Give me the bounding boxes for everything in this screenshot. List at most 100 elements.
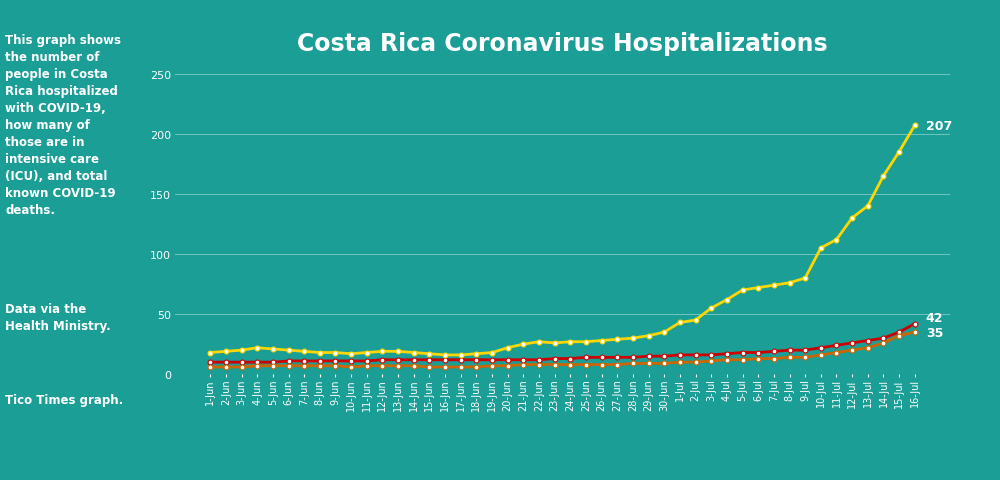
Total Deaths [596,355,608,360]
Currently hospitalized [768,283,780,288]
Total Deaths [768,348,780,354]
Curently in ICU [721,357,733,363]
Curently in ICU [674,360,686,365]
Currently hospitalized [220,348,232,354]
Currently hospitalized [486,350,498,356]
Curently in ICU [455,364,467,370]
Curently in ICU [408,363,420,369]
Currently hospitalized [830,237,842,243]
Curently in ICU [220,364,232,370]
Text: Tico Times graph.: Tico Times graph. [5,394,123,407]
Curently in ICU [392,363,404,369]
Curently in ICU [705,358,717,364]
Currently hospitalized [643,333,655,339]
Total Deaths [862,338,874,344]
Currently hospitalized [455,352,467,358]
Currently hospitalized [470,351,482,357]
Curently in ICU [204,364,216,370]
Currently hospitalized [439,352,451,358]
Currently hospitalized [361,350,373,356]
Curently in ICU [517,362,529,368]
Curently in ICU [329,363,341,369]
Curently in ICU [862,345,874,351]
Currently hospitalized [283,348,295,353]
Total Deaths [220,360,232,365]
Curently in ICU [830,350,842,356]
Currently hospitalized [329,350,341,356]
Curently in ICU [658,361,670,367]
Currently hospitalized [658,329,670,335]
Total Deaths [690,352,702,358]
Line: Currently hospitalized: Currently hospitalized [208,123,917,358]
Currently hospitalized [502,345,514,351]
Curently in ICU [549,362,561,368]
Currently hospitalized [752,285,764,291]
Currently hospitalized [674,320,686,326]
Currently hospitalized [298,348,310,354]
Total Deaths [549,356,561,362]
Currently hospitalized [815,246,827,252]
Curently in ICU [846,348,858,353]
Currently hospitalized [251,345,263,351]
Curently in ICU [251,363,263,369]
Currently hospitalized [392,348,404,354]
Total Deaths [204,360,216,365]
Currently hospitalized [517,342,529,348]
Currently hospitalized [705,306,717,312]
Currently hospitalized [267,347,279,352]
Currently hospitalized [345,351,357,357]
Currently hospitalized [690,318,702,324]
Curently in ICU [643,361,655,367]
Total Deaths [580,355,592,360]
Curently in ICU [376,363,388,369]
Currently hospitalized [846,216,858,221]
Curently in ICU [737,357,749,363]
Total Deaths [329,358,341,364]
Total Deaths [267,360,279,365]
Curently in ICU [893,333,905,339]
Curently in ICU [611,362,623,368]
Curently in ICU [580,362,592,368]
Total Deaths [314,358,326,364]
Currently hospitalized [549,340,561,346]
Curently in ICU [784,355,796,360]
Currently hospitalized [376,348,388,354]
Total Deaths [721,351,733,357]
Currently hospitalized [862,204,874,209]
Title: Costa Rica Coronavirus Hospitalizations: Costa Rica Coronavirus Hospitalizations [297,32,828,56]
Curently in ICU [815,352,827,358]
Currently hospitalized [204,350,216,356]
Currently hospitalized [423,351,435,357]
Currently hospitalized [408,350,420,356]
Curently in ICU [283,363,295,369]
Line: Curently in ICU: Curently in ICU [208,330,917,370]
Total Deaths [877,336,889,341]
Curently in ICU [909,329,921,335]
Currently hospitalized [533,339,545,345]
Total Deaths [737,350,749,356]
Curently in ICU [314,363,326,369]
Total Deaths [643,353,655,359]
Total Deaths [909,321,921,327]
Currently hospitalized [737,288,749,293]
Total Deaths [799,348,811,353]
Text: 207: 207 [926,120,952,132]
Curently in ICU [423,364,435,370]
Curently in ICU [361,363,373,369]
Total Deaths [517,357,529,363]
Total Deaths [361,358,373,364]
Curently in ICU [533,362,545,368]
Curently in ICU [345,364,357,370]
Total Deaths [392,357,404,363]
Total Deaths [251,360,263,365]
Text: 35: 35 [926,326,943,339]
Currently hospitalized [611,337,623,343]
Currently hospitalized [596,338,608,344]
Total Deaths [408,357,420,363]
Total Deaths [283,358,295,364]
Total Deaths [564,356,576,362]
Total Deaths [830,343,842,348]
Curently in ICU [768,356,780,362]
Currently hospitalized [564,339,576,345]
Line: Total Deaths: Total Deaths [208,322,917,365]
